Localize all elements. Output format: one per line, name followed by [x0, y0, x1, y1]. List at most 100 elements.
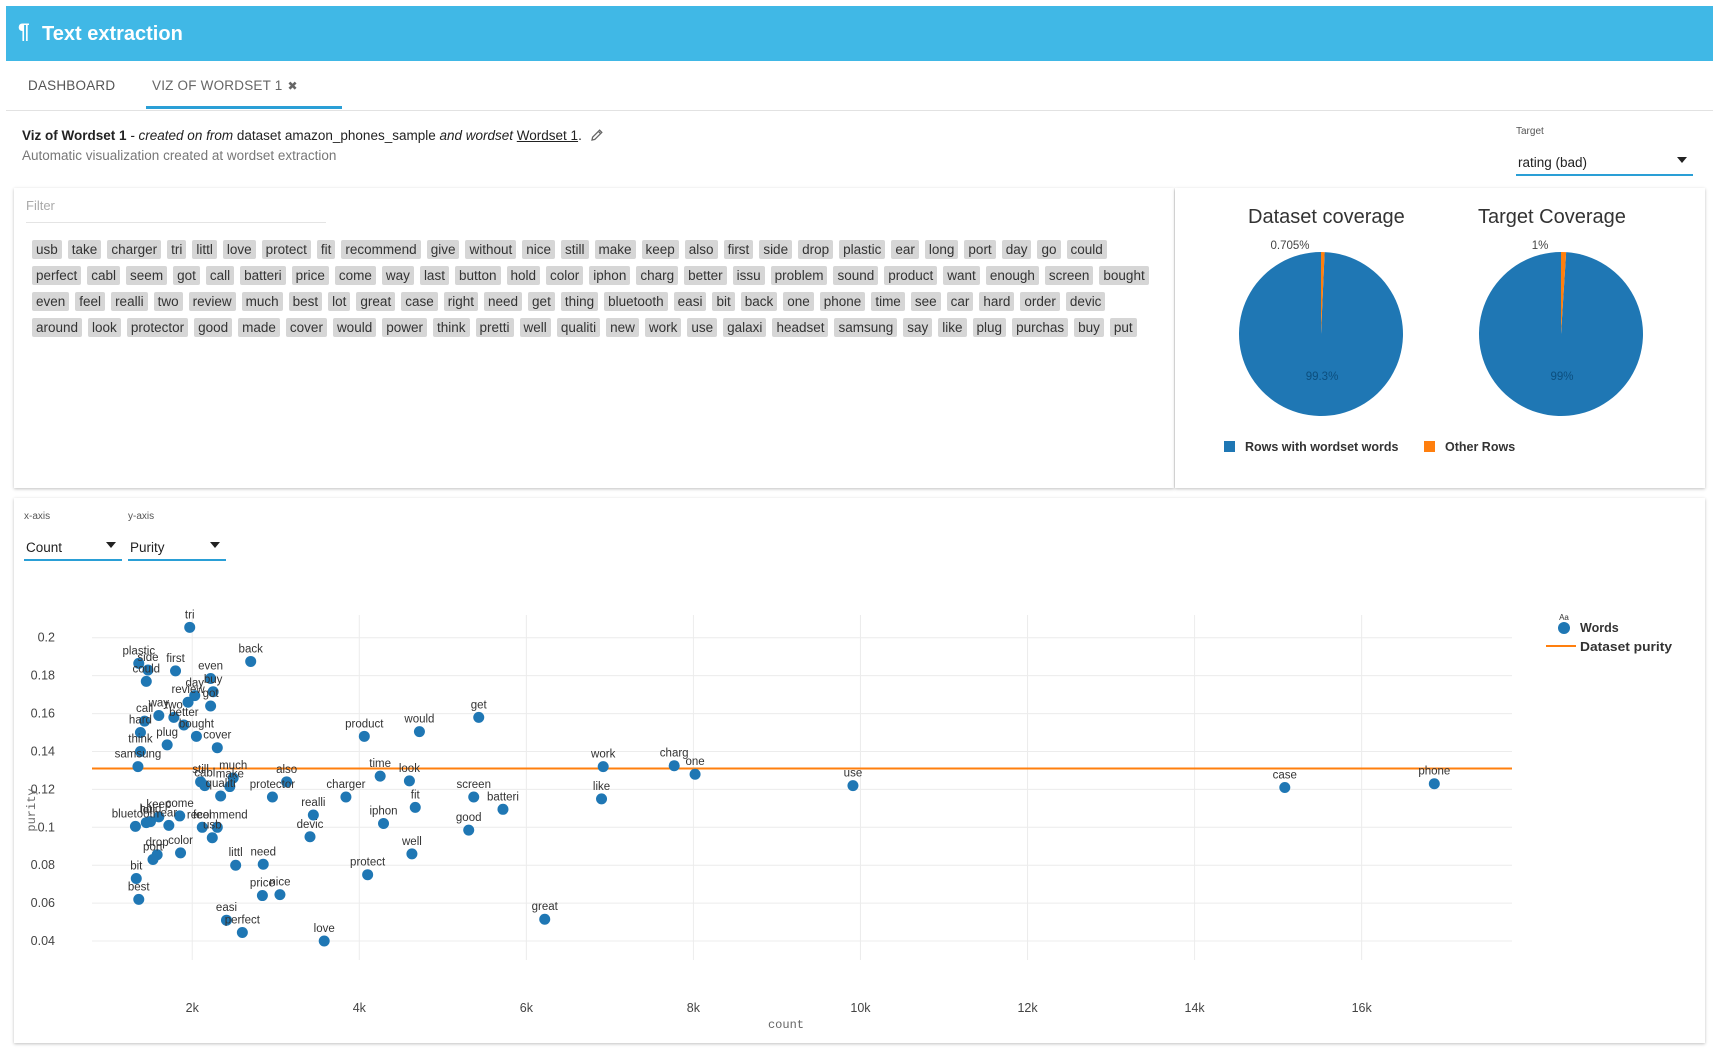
word-chip[interactable]: long [924, 240, 959, 259]
word-chip[interactable]: charg [636, 266, 679, 285]
scatter-point[interactable] [406, 848, 418, 860]
word-chip[interactable]: seem [126, 266, 168, 285]
scatter-point[interactable] [340, 791, 352, 803]
scatter-point[interactable] [668, 760, 680, 772]
scatter-point[interactable] [403, 775, 415, 787]
scatter-point[interactable] [539, 913, 551, 925]
scatter-point[interactable] [196, 821, 208, 833]
legend-words-label[interactable]: Words [1580, 621, 1619, 635]
scatter-point[interactable] [847, 780, 859, 792]
scatter-point[interactable] [307, 809, 319, 821]
scatter-point[interactable] [206, 832, 218, 844]
scatter-point[interactable] [195, 776, 207, 788]
coverage-legend-rows-with-words[interactable]: Rows with wordset words [1224, 440, 1399, 454]
word-chip[interactable]: say [903, 318, 933, 337]
scatter-point[interactable] [205, 673, 217, 685]
scatter-point[interactable] [168, 711, 180, 723]
scatter-point[interactable] [215, 790, 227, 802]
scatter-point[interactable] [184, 621, 196, 633]
x-axis-select[interactable]: Count [24, 537, 122, 561]
word-chip[interactable]: plug [972, 318, 1007, 337]
scatter-point[interactable] [230, 859, 242, 871]
scatter-point[interactable] [207, 686, 219, 698]
word-chip[interactable]: also [684, 240, 718, 259]
word-chip[interactable]: use [687, 318, 718, 337]
scatter-point[interactable] [133, 657, 145, 669]
tab-dashboard[interactable]: DASHBOARD [28, 78, 116, 93]
word-chip[interactable]: need [484, 292, 523, 311]
scatter-point[interactable] [170, 665, 182, 677]
scatter-point[interactable] [362, 869, 374, 881]
word-chip[interactable]: case [401, 292, 438, 311]
word-chip[interactable]: made [238, 318, 280, 337]
word-chip[interactable]: work [644, 318, 682, 337]
scatter-point[interactable] [497, 803, 509, 815]
word-chip[interactable]: plastic [839, 240, 886, 259]
word-chip[interactable]: side [759, 240, 793, 259]
word-chip[interactable]: sound [833, 266, 879, 285]
scatter-point[interactable] [134, 727, 146, 739]
close-icon[interactable]: ✖ [287, 79, 298, 93]
scatter-point[interactable] [1428, 778, 1440, 790]
scatter-point[interactable] [274, 889, 286, 901]
word-chip[interactable]: car [946, 292, 974, 311]
word-chip[interactable]: put [1109, 318, 1137, 337]
word-chip[interactable]: time [871, 292, 905, 311]
scatter-point[interactable] [133, 893, 145, 905]
scatter-point[interactable] [245, 655, 257, 667]
word-chip[interactable]: look [88, 318, 121, 337]
pencil-icon[interactable] [590, 129, 603, 141]
legend-purity-label[interactable]: Dataset purity [1580, 640, 1672, 654]
word-chip[interactable]: price [291, 266, 329, 285]
scatter-point[interactable] [161, 739, 173, 751]
word-chip[interactable]: would [332, 318, 377, 337]
scatter-point[interactable] [597, 761, 609, 773]
word-chip[interactable]: like [938, 318, 967, 337]
tab-viz-of-wordset-1[interactable]: VIZ OF WORDSET 1 ✖ [152, 78, 298, 93]
word-chip[interactable]: call [205, 266, 235, 285]
scatter-point[interactable] [178, 719, 190, 731]
scatter-point[interactable] [205, 700, 217, 712]
word-chip[interactable]: see [910, 292, 941, 311]
scatter-point[interactable] [266, 791, 278, 803]
word-chip[interactable]: nice [522, 240, 555, 259]
word-chip[interactable]: port [964, 240, 996, 259]
word-chip[interactable]: charger [107, 240, 162, 259]
scatter-point[interactable] [163, 819, 175, 831]
word-chip[interactable]: want [943, 266, 980, 285]
scatter-point[interactable] [142, 664, 154, 676]
word-chip[interactable]: perfect [32, 266, 82, 285]
word-chip[interactable]: drop [798, 240, 834, 259]
word-chip[interactable]: could [1066, 240, 1107, 259]
word-chip[interactable]: qualiti [556, 318, 601, 337]
scatter-point[interactable] [153, 811, 165, 823]
scatter-point[interactable] [689, 768, 701, 780]
word-chip[interactable]: order [1020, 292, 1060, 311]
scatter-point[interactable] [190, 730, 202, 742]
scatter-point[interactable] [318, 935, 330, 947]
scatter-point[interactable] [140, 675, 152, 687]
word-chip[interactable]: bit [712, 292, 735, 311]
scatter-point[interactable] [129, 820, 141, 832]
filter-input[interactable]: Filter [26, 198, 326, 223]
word-chip[interactable]: come [334, 266, 376, 285]
word-chip[interactable]: best [288, 292, 323, 311]
word-chip[interactable]: purchas [1012, 318, 1069, 337]
word-chip[interactable]: littl [192, 240, 217, 259]
scatter-point[interactable] [1279, 782, 1291, 793]
word-chip[interactable]: hard [979, 292, 1015, 311]
scatter-point[interactable] [139, 715, 151, 727]
coverage-legend-other-rows[interactable]: Other Rows [1424, 440, 1515, 454]
scatter-point[interactable] [153, 709, 165, 721]
scatter-point[interactable] [413, 726, 425, 738]
word-chip[interactable]: samsung [834, 318, 898, 337]
word-chip[interactable]: still [561, 240, 589, 259]
word-chip[interactable]: devic [1065, 292, 1106, 311]
word-chip[interactable]: new [606, 318, 639, 337]
word-chip[interactable]: protector [126, 318, 189, 337]
word-chip[interactable]: product [884, 266, 938, 285]
word-chip[interactable]: button [454, 266, 501, 285]
scatter-point[interactable] [236, 927, 248, 939]
word-chip[interactable]: realli [111, 292, 148, 311]
word-chip[interactable]: iphon [589, 266, 631, 285]
